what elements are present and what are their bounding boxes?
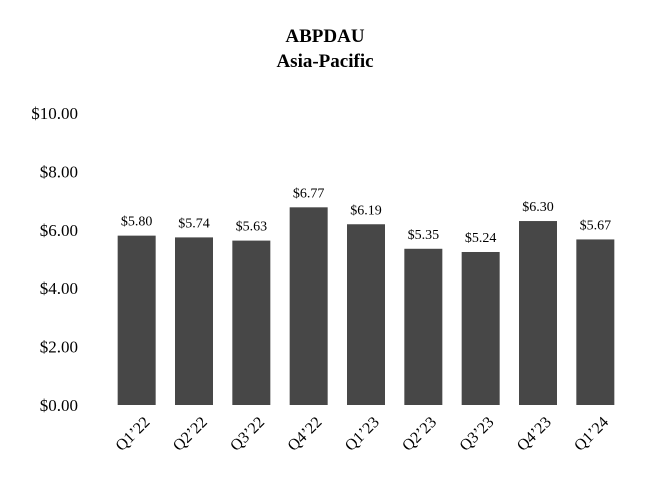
data-label: $5.67 <box>580 218 612 233</box>
data-label: $6.19 <box>350 203 382 218</box>
bar <box>175 237 213 405</box>
data-label: $5.35 <box>408 228 440 243</box>
x-tick-label: Q2’23 <box>399 414 440 455</box>
data-label: $5.74 <box>178 216 210 231</box>
bar <box>461 251 500 405</box>
data-label: $5.80 <box>121 215 153 230</box>
y-tick-label: $0.00 <box>40 396 78 415</box>
bars <box>117 207 615 405</box>
x-tick-label: Q4’22 <box>285 414 326 455</box>
data-label: $6.77 <box>293 186 325 201</box>
x-tick-label: Q4’23 <box>514 414 555 455</box>
bar <box>232 240 271 405</box>
chart-title: ABPDAU <box>285 26 365 47</box>
bar <box>347 224 385 405</box>
x-tick-label: Q1’23 <box>342 414 383 455</box>
data-label: $5.63 <box>236 220 268 235</box>
y-axis: $0.00 $2.00 $4.00 $6.00 $8.00 $10.00 <box>31 104 78 415</box>
bar <box>576 239 615 405</box>
y-tick-label: $2.00 <box>40 338 78 357</box>
y-tick-label: $4.00 <box>40 279 78 298</box>
bar <box>117 235 156 405</box>
data-label: $5.24 <box>465 231 497 246</box>
y-tick-label: $10.00 <box>31 104 78 123</box>
x-tick-label: Q3’22 <box>227 414 268 455</box>
data-label: $6.30 <box>522 200 554 215</box>
x-tick-label: Q1’24 <box>571 414 612 455</box>
bar <box>404 248 443 405</box>
x-tick-label: Q3’23 <box>457 414 498 455</box>
x-tick-label: Q2’22 <box>170 414 211 455</box>
y-tick-label: $6.00 <box>40 221 78 240</box>
data-labels: $5.80 $5.74 $5.63 $6.77 $6.19 $5.35 $5.24 $6.30… <box>121 186 611 246</box>
bar <box>289 207 328 405</box>
y-tick-label: $8.00 <box>40 162 78 181</box>
x-tick-label: Q1’22 <box>113 414 154 455</box>
chart-subtitle: Asia-Pacific <box>276 51 374 72</box>
bar <box>519 221 557 405</box>
x-axis: Q1’22 Q2’22 Q3’22 Q4’22 Q1’23 Q2’23 Q3’23 Q4’23… <box>113 414 613 455</box>
